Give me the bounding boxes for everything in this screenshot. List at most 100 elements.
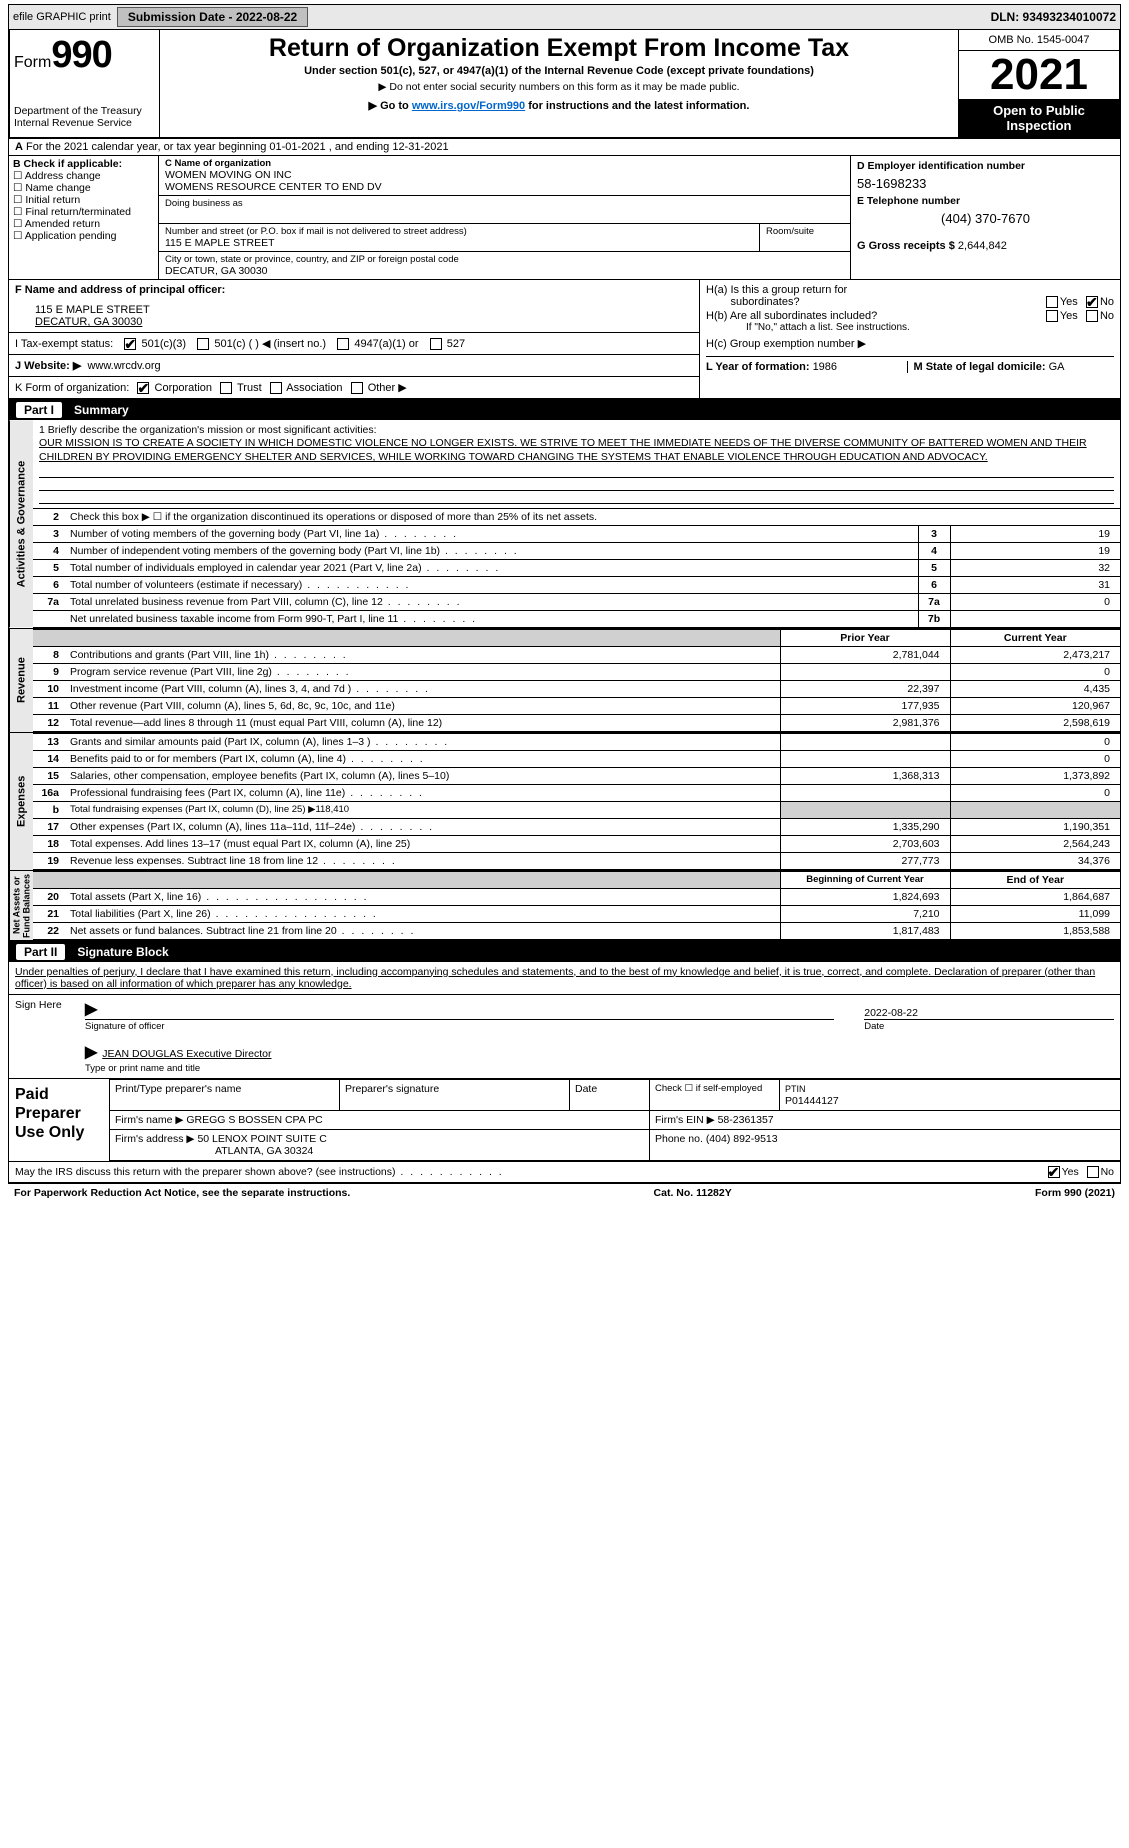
section-expenses: Expenses 13Grants and similar amounts pa…: [9, 732, 1120, 870]
cb-may-no[interactable]: [1087, 1166, 1099, 1178]
footer-form: Form 990 (2021): [1035, 1187, 1115, 1199]
irs-link[interactable]: www.irs.gov/Form990: [412, 100, 525, 112]
gross-receipts: G Gross receipts $ 2,644,842: [857, 240, 1114, 252]
gross-value: 2,644,842: [958, 240, 1007, 252]
cb-ha-yes[interactable]: [1046, 296, 1058, 308]
ag-table: 2Check this box ▶ ☐ if the organization …: [33, 508, 1120, 628]
ag-row-7b: Net unrelated business taxable income fr…: [33, 610, 1120, 627]
goto-suffix: for instructions and the latest informat…: [525, 100, 749, 112]
typed-label: Type or print name and title: [85, 1062, 1114, 1074]
c-dba: Doing business as: [159, 196, 850, 224]
l-value: 1986: [813, 361, 837, 373]
firm-ein-value: 58-2361357: [718, 1114, 774, 1126]
cb-527[interactable]: [430, 338, 442, 350]
part2-number: Part II: [16, 944, 65, 960]
cb-ha-no[interactable]: [1086, 296, 1098, 308]
opt-name-change[interactable]: ☐ Name change: [13, 182, 154, 194]
may-yes: Yes: [1062, 1166, 1079, 1178]
l-label: L Year of formation:: [706, 361, 813, 373]
city-value: DECATUR, GA 30030: [165, 265, 844, 277]
row-ha: H(a) Is this a group return for subordin…: [706, 284, 1114, 308]
firm-ein-cell: Firm's EIN ▶ 58-2361357: [650, 1110, 1121, 1129]
form-subtitle-1: Under section 501(c), 527, or 4947(a)(1)…: [166, 65, 952, 77]
exp-row-15: 15Salaries, other compensation, employee…: [33, 767, 1120, 784]
hb-note: If "No," attach a list. See instructions…: [706, 322, 1114, 333]
q1-text: OUR MISSION IS TO CREATE A SOCIETY IN WH…: [39, 436, 1114, 464]
rev-row-8: 8Contributions and grants (Part VIII, li…: [33, 646, 1120, 663]
header-mid: Return of Organization Exempt From Incom…: [160, 30, 959, 137]
rev-row-10: 10Investment income (Part VIII, column (…: [33, 680, 1120, 697]
rev-row-12: 12Total revenue—add lines 8 through 11 (…: [33, 714, 1120, 731]
part1-header: Part I Summary: [8, 399, 1121, 420]
may-no: No: [1101, 1166, 1114, 1178]
prior-year-hdr: Prior Year: [780, 629, 950, 646]
firm-name-cell: Firm's name ▶ GREGG S BOSSEN CPA PC: [110, 1110, 650, 1129]
c-street: Number and street (or P.O. box if mail i…: [159, 224, 760, 251]
firm-name-value: GREGG S BOSSEN CPA PC: [186, 1114, 322, 1126]
page-footer: For Paperwork Reduction Act Notice, see …: [8, 1183, 1121, 1202]
opt-527: 527: [447, 338, 465, 350]
part1-title: Summary: [74, 403, 129, 417]
part2-declaration: Under penalties of perjury, I declare th…: [8, 962, 1121, 995]
ha-no: No: [1100, 296, 1114, 308]
may-discuss-label: May the IRS discuss this return with the…: [15, 1166, 504, 1178]
typed-name: JEAN DOUGLAS Executive Director: [102, 1048, 271, 1060]
i-label: I Tax-exempt status:: [15, 338, 113, 350]
form-990-page: efile GRAPHIC print Submission Date - 20…: [0, 0, 1129, 1210]
opt-final-return[interactable]: ☐ Final return/terminated: [13, 206, 154, 218]
row-l: L Year of formation: 1986: [706, 361, 908, 373]
open-to-public-1: Open to Public: [993, 103, 1085, 118]
cb-may-yes[interactable]: [1048, 1166, 1060, 1178]
cb-other[interactable]: [351, 382, 363, 394]
cb-assn[interactable]: [270, 382, 282, 394]
cb-4947[interactable]: [337, 338, 349, 350]
c-street-row: Number and street (or P.O. box if mail i…: [159, 224, 850, 252]
footer-pra: For Paperwork Reduction Act Notice, see …: [14, 1187, 350, 1199]
form-number: Form990: [14, 34, 155, 77]
firm-name-label: Firm's name ▶: [115, 1114, 183, 1126]
submission-date-button[interactable]: Submission Date - 2022-08-22: [117, 7, 308, 27]
part2-title: Signature Block: [77, 945, 168, 959]
current-year-hdr: Current Year: [950, 629, 1120, 646]
section-activities-governance: Activities & Governance 1 Briefly descri…: [9, 420, 1120, 627]
opt-assn: Association: [286, 382, 342, 394]
ag-row-3: 3Number of voting members of the governi…: [33, 525, 1120, 542]
line-a-label: A: [15, 141, 23, 153]
c-room: Room/suite: [760, 224, 850, 251]
firm-addr-label: Firm's address ▶: [115, 1133, 195, 1145]
header-right: OMB No. 1545-0047 2021 Open to Public In…: [959, 30, 1119, 137]
cb-hb-no[interactable]: [1086, 310, 1098, 322]
opt-initial-return[interactable]: ☐ Initial return: [13, 194, 154, 206]
paid-preparer-label: Paid Preparer Use Only: [9, 1079, 109, 1161]
firm-ein-label: Firm's EIN ▶: [655, 1114, 715, 1126]
ptin-value: P01444127: [785, 1095, 839, 1107]
row-j: J Website: ▶ www.wrcdv.org: [9, 355, 699, 377]
cb-hb-yes[interactable]: [1046, 310, 1058, 322]
mission-blank-1: [39, 465, 1114, 478]
firm-phone-cell: Phone no. (404) 892-9513: [650, 1129, 1121, 1160]
exp-row-16a: 16aProfessional fundraising fees (Part I…: [33, 784, 1120, 801]
sign-here-label: Sign Here: [15, 999, 85, 1074]
part1-number: Part I: [16, 402, 62, 418]
opt-address-change[interactable]: ☐ Address change: [13, 170, 154, 182]
section-net-assets: Net Assets or Fund Balances Beginning of…: [9, 870, 1120, 940]
cb-501c3[interactable]: [124, 338, 136, 350]
pp-date-hdr: Date: [570, 1079, 650, 1110]
efile-topbar: efile GRAPHIC print Submission Date - 20…: [8, 4, 1121, 30]
pp-self-hdr: Check ☐ if self-employed: [650, 1079, 780, 1110]
section-revenue: Revenue Prior YearCurrent Year 8Contribu…: [9, 628, 1120, 732]
sig-officer-line: Signature of officer: [85, 1019, 834, 1032]
opt-amended-return[interactable]: ☐ Amended return: [13, 218, 154, 230]
f-addr2: DECATUR, GA 30030: [35, 316, 693, 328]
m-value: GA: [1049, 361, 1065, 373]
cb-corp[interactable]: [137, 382, 149, 394]
footer-cat: Cat. No. 11282Y: [654, 1187, 732, 1199]
row-hb: H(b) Are all subordinates included? Yes …: [706, 310, 1114, 333]
may-discuss-row: May the IRS discuss this return with the…: [8, 1162, 1121, 1183]
cb-501c[interactable]: [197, 338, 209, 350]
opt-application-pending[interactable]: ☐ Application pending: [13, 230, 154, 242]
sign-fields: ▶ Signature of officer 2022-08-22 Date ▶…: [85, 999, 1114, 1074]
exp-row-18: 18Total expenses. Add lines 13–17 (must …: [33, 835, 1120, 852]
ag-row-6: 6Total number of volunteers (estimate if…: [33, 576, 1120, 593]
cb-trust[interactable]: [220, 382, 232, 394]
